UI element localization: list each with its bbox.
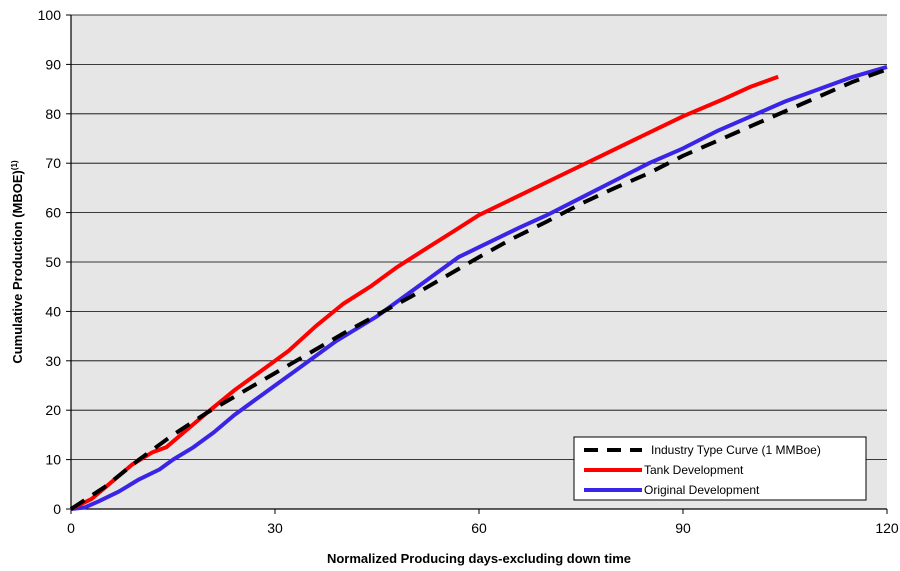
tick-labels: 0 10 20 30 40 50 60 70 80 90 100 0 30 60 90 120 [38,7,899,536]
x-axis-title: Normalized Producing days-excluding down… [327,551,631,566]
series-layer [69,64,888,511]
y-tick-label: 70 [45,155,61,171]
legend-label: Original Development [644,483,760,497]
series-line-tank-development [70,74,779,511]
y-tick-label: 100 [38,7,62,23]
gridlines [71,14,887,461]
y-axis-title: Cumulative Production (MBOE)(1) [10,160,25,364]
y-tick-label: 80 [45,106,61,122]
y-tick-label: 40 [45,303,61,319]
legend-label: Industry Type Curve (1 MMBoe) [651,443,821,457]
legend-label: Tank Development [644,463,744,477]
y-tick-label: 20 [45,402,61,418]
y-axis-title-superscript: (1) [10,160,19,170]
y-tick-label: 90 [45,56,61,72]
series-line-industry-type-curve-1-mmboe [69,67,888,511]
legend: Industry Type Curve (1 MMBoe) Tank Develo… [573,436,867,501]
y-axis-title-text: Cumulative Production (MBOE) [10,170,25,364]
x-tick-label: 60 [471,520,487,536]
x-tick-label: 120 [875,520,899,536]
x-tick-label: 0 [67,520,75,536]
y-tick-label: 50 [45,254,61,270]
y-tick-label: 30 [45,353,61,369]
y-tick-label: 10 [45,452,61,468]
x-tick-label: 90 [675,520,691,536]
y-tick-label: 60 [45,205,61,221]
y-tick-label: 0 [53,501,61,517]
series-line-original-development [70,64,888,511]
x-tick-label: 30 [267,520,283,536]
